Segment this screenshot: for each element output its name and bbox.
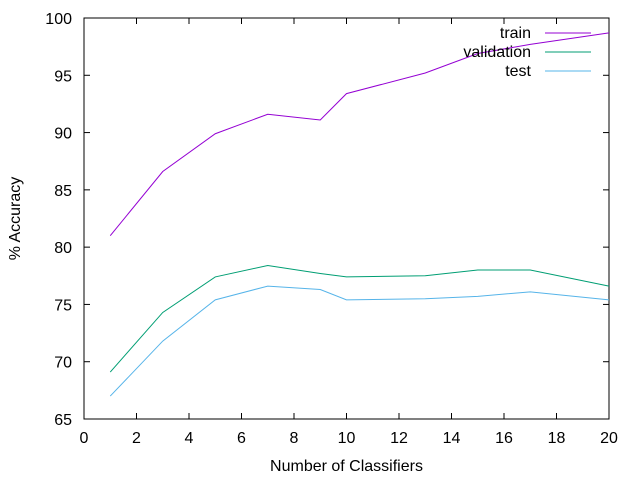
legend-label-test: test <box>505 63 531 80</box>
x-tick-label: 18 <box>548 430 566 447</box>
x-tick-label: 2 <box>132 430 141 447</box>
y-tick-label: 80 <box>54 240 72 257</box>
y-tick-label: 100 <box>45 11 72 28</box>
x-tick-label: 14 <box>443 430 461 447</box>
series-line-validation <box>109 264 610 373</box>
legend-label-train: train <box>500 25 531 42</box>
y-axis-title: % Accuracy <box>7 177 24 261</box>
x-tick-label: 16 <box>495 430 513 447</box>
y-tick-label: 65 <box>54 412 72 429</box>
x-tick-label: 12 <box>390 430 408 447</box>
y-tick-label: 70 <box>54 355 72 372</box>
x-tick-label: 20 <box>600 430 618 447</box>
y-tick-label: 95 <box>54 68 72 85</box>
series-line-test <box>109 285 610 397</box>
x-tick-label: 4 <box>185 430 194 447</box>
x-tick-label: 10 <box>338 430 356 447</box>
x-tick-label: 0 <box>80 430 89 447</box>
x-axis-title: Number of Classifiers <box>270 458 423 475</box>
legend-label-validation: validation <box>463 44 531 61</box>
series-lines <box>109 32 610 397</box>
series-line-train <box>109 32 610 237</box>
x-tick-label: 6 <box>237 430 246 447</box>
y-tick-label: 75 <box>54 297 72 314</box>
y-tick-label: 90 <box>54 126 72 143</box>
y-tick-label: 85 <box>54 183 72 200</box>
x-tick-label: 8 <box>290 430 299 447</box>
axis-ticks: 0 2 4 6 8 10 12 14 16 18 20 65 70 75 80 85 90 95 100 <box>45 11 618 447</box>
legend: train validation test <box>463 25 591 80</box>
